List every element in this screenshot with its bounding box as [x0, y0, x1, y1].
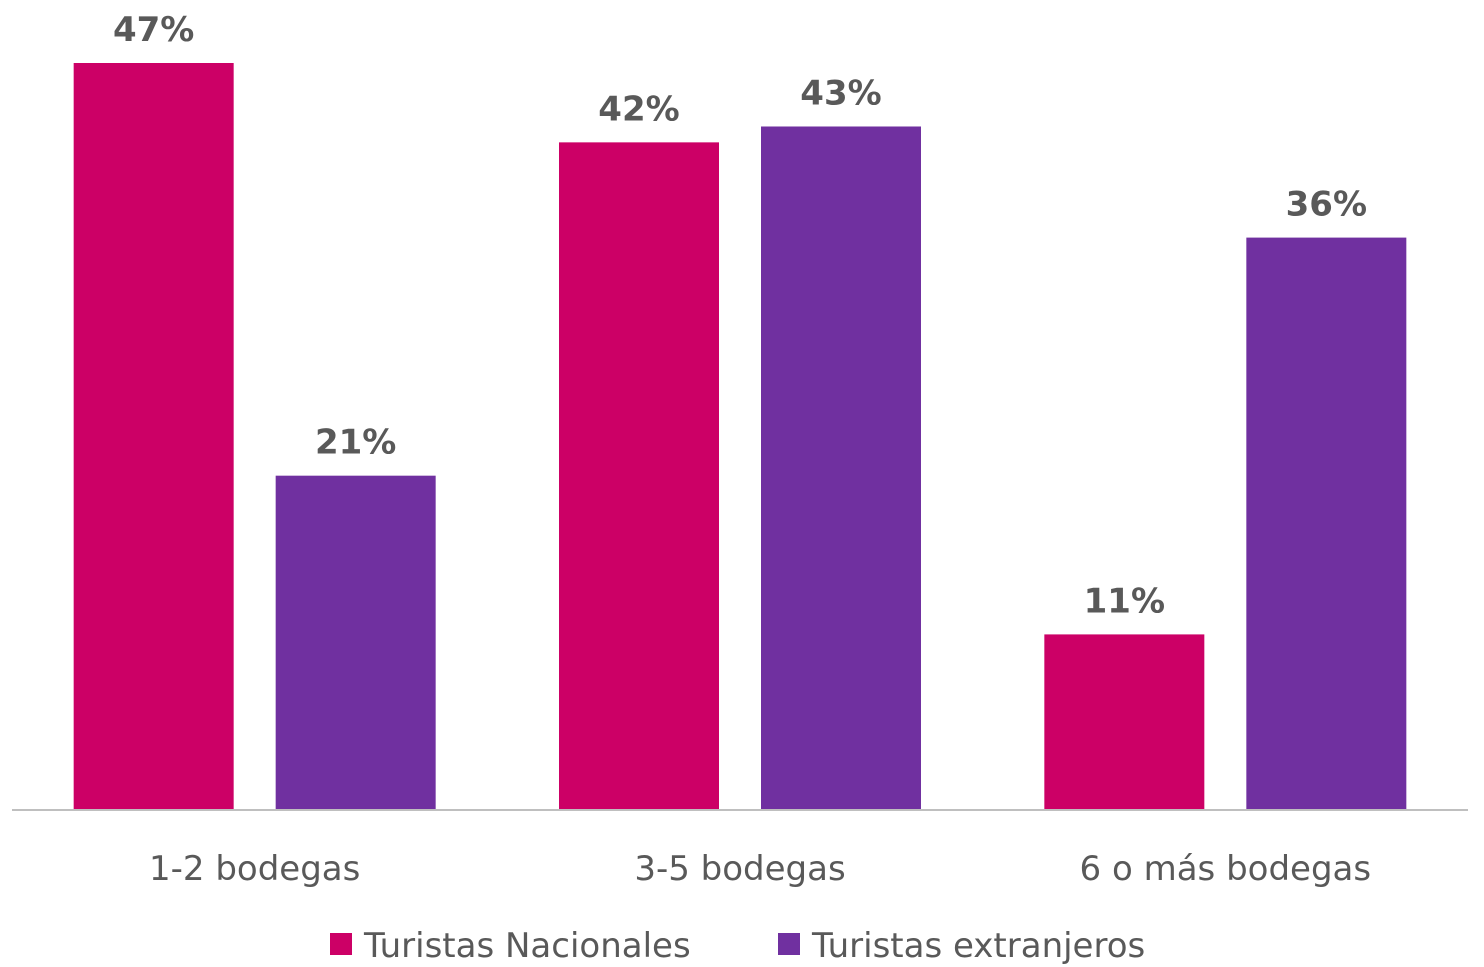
- bar: [1246, 237, 1407, 809]
- x-tick-label: 1-2 bodegas: [149, 849, 360, 889]
- legend-swatch: [778, 933, 800, 955]
- legend-swatch: [330, 933, 352, 955]
- bar: [275, 475, 436, 809]
- bar: [761, 126, 921, 809]
- bar: [559, 142, 719, 810]
- value-label: 21%: [315, 423, 396, 463]
- value-label: 43%: [800, 73, 881, 113]
- value-label: 36%: [1286, 185, 1367, 225]
- bar: [73, 63, 234, 809]
- legend-label: Turistas extranjeros: [811, 926, 1145, 966]
- value-label: 47%: [113, 10, 194, 50]
- bar: [1044, 634, 1205, 809]
- x-tick-label: 3-5 bodegas: [634, 849, 845, 889]
- value-label: 11%: [1084, 581, 1165, 621]
- value-label: 42%: [598, 89, 679, 129]
- legend-label: Turistas Nacionales: [363, 926, 691, 966]
- x-tick-label: 6 o más bodegas: [1080, 849, 1372, 889]
